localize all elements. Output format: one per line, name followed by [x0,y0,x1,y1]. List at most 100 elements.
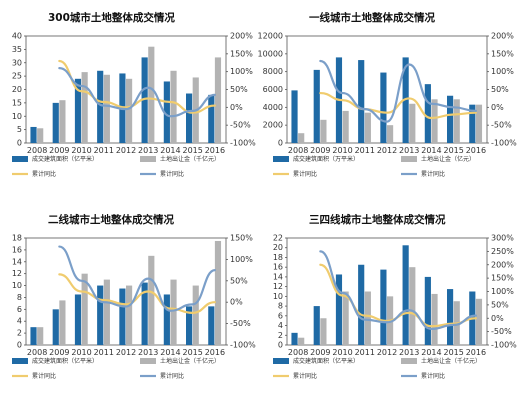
series-line [58,245,216,312]
bar-revenue [126,285,133,345]
bar-area [119,288,126,345]
chart-panel-tier1-cities: 一线城市土地整体成交情况 0 2000 4000 6000 8000 10000 12000 -… [258,0,519,200]
y2-tick-label: 100% [230,255,253,264]
bar-revenue [298,337,305,345]
legend-label: 成交建筑面积（亿平米） [32,155,98,163]
bar-revenue [148,255,155,345]
chart-svg: 二线城市土地整体成交情况 0 2 4 6 8 10 12 14 16 18 -100% -50% 0% 50… [12,213,256,380]
y-tick-label: 0 [17,139,22,148]
y2-tick-label: 150% [491,49,514,58]
bar-area [97,285,104,345]
bar-area [291,332,298,345]
y2-tick-label: 150% [230,49,253,58]
y-tick-label: 0 [278,139,283,148]
x-tick-label: 2014 [160,348,180,357]
legend-label: 累计同比 [32,170,56,178]
bar-area [52,102,59,143]
legend-swatch-bar [12,358,28,364]
y2-tick-label: -50% [491,121,512,130]
bar-revenue [342,110,349,143]
bar-revenue [342,291,349,345]
y2-tick-label: -50% [230,121,251,130]
y-tick-label: 25 [12,72,22,81]
bar-revenue [320,318,327,345]
x-tick-label: 2012 [116,348,136,357]
bar-revenue [81,72,88,143]
x-tick-label: 2011 [94,348,114,357]
y-tick-label: 6 [278,311,283,320]
legend-label: 成交建筑面积（万平米） [293,155,359,163]
y-tick-label: 18 [12,234,22,243]
y-tick-label: 4000 [263,103,283,112]
y2-tick-label: 100% [230,67,253,76]
bar-revenue [103,279,110,345]
x-tick-label: 2015 [182,146,202,155]
chart-title: 300城市土地整体成交情况 [48,11,175,24]
legend-label: 土地出让金（千亿元） [160,357,220,365]
y2-tick-label: 50% [230,85,248,94]
y-tick-label: 20 [273,243,283,252]
bar-revenue [320,119,327,143]
y2-tick-label: 0% [491,103,504,112]
bar-revenue [214,57,222,143]
x-tick-label: 2008 [288,146,308,155]
bar-area [447,289,454,345]
bar-revenue [475,298,483,345]
x-tick-label: 2012 [377,146,397,155]
bar-revenue [192,285,199,345]
legend-label: 累计同比 [293,372,317,380]
legend-label: 土地出让金（亿元） [421,155,475,163]
legend-label: 累计同比 [160,372,184,380]
legend-label: 累计同比 [293,170,317,178]
x-tick-label: 2009 [310,146,330,155]
bar-revenue [37,128,44,143]
y-tick-label: 15 [12,98,22,107]
y2-tick-label: -100% [491,139,517,148]
bar-area [380,269,387,345]
y-tick-label: 12000 [258,32,283,41]
y2-tick-label: 50% [491,300,509,309]
x-tick-label: 2009 [310,348,330,357]
y-tick-label: 8 [17,293,22,302]
chart-panel-tier2-cities: 二线城市土地整体成交情况 0 2 4 6 8 10 12 14 16 18 -100% -50% 0% 50… [0,202,258,402]
y-tick-label: 6 [17,305,22,314]
chart-svg: 一线城市土地整体成交情况 0 2000 4000 6000 8000 10000 12000 -… [258,11,518,178]
bar-area [141,282,148,345]
y-tick-label: 10 [12,281,22,290]
x-tick-label: 2010 [332,146,352,155]
y-tick-label: 6000 [263,85,283,94]
y-tick-label: 10 [12,112,22,121]
series-line [319,250,477,331]
bar-area [335,274,343,345]
y2-tick-label: 50% [230,276,248,285]
x-tick-label: 2014 [421,146,441,155]
x-tick-label: 2008 [27,146,47,155]
legend-label: 土地出让金（千亿元） [160,155,220,163]
bar-revenue [170,279,177,345]
y-tick-label: 10000 [258,49,283,58]
legend-label: 成交建筑面积（亿平米） [293,357,359,365]
legend-label: 土地出让金（千亿元） [421,357,481,365]
bar-revenue [431,99,438,143]
y-tick-label: 14 [273,272,283,281]
legend-label: 累计同比 [421,170,445,178]
x-tick-label: 2016 [205,348,225,357]
bar-revenue [214,240,222,345]
x-tick-label: 2013 [399,348,419,357]
y-tick-label: 12 [273,282,283,291]
y2-tick-label: 0% [230,103,243,112]
y-tick-label: 2000 [263,121,283,130]
bar-area [402,245,409,345]
y2-tick-label: 150% [230,234,253,243]
y2-tick-label: -100% [230,341,256,350]
bar-revenue [298,133,305,143]
x-tick-label: 2016 [205,146,225,155]
bar-area [424,276,431,345]
x-tick-label: 2016 [466,348,486,357]
x-tick-label: 2011 [94,146,114,155]
bar-revenue [409,267,416,345]
legend-swatch-bar [401,156,417,162]
bar-revenue [81,273,88,345]
x-tick-label: 2011 [355,348,375,357]
